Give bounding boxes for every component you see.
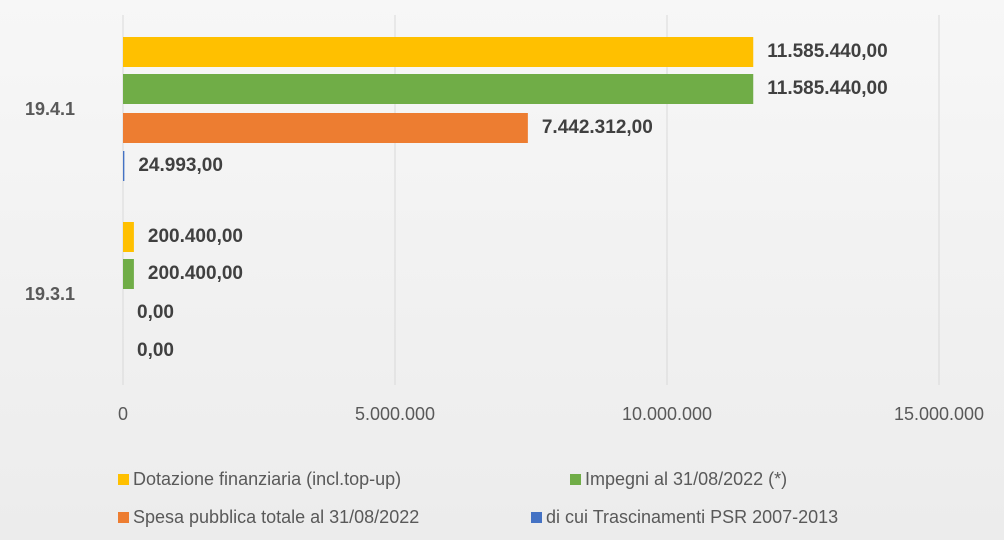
data-label: 11.585.440,00: [767, 78, 887, 99]
legend-swatch: [531, 512, 542, 523]
bar: [123, 151, 125, 181]
x-tick-label: 5.000.000: [355, 404, 435, 424]
x-tick-label: 10.000.000: [622, 404, 712, 424]
data-label: 200.400,00: [148, 263, 243, 284]
legend-label: di cui Trascinamenti PSR 2007-2013: [546, 507, 838, 527]
legend-swatch: [570, 474, 581, 485]
legend-label: Spesa pubblica totale al 31/08/2022: [133, 507, 419, 527]
bar: [123, 37, 754, 67]
category-label: 19.4.1: [25, 99, 75, 119]
data-label: 11.585.440,00: [767, 41, 887, 62]
data-label: 200.400,00: [148, 226, 243, 247]
bar: [123, 113, 528, 143]
legend-swatch: [118, 474, 129, 485]
category-label: 19.3.1: [25, 284, 75, 304]
data-label: 0,00: [137, 302, 174, 323]
data-label: 0,00: [137, 340, 174, 361]
legend-swatch: [118, 512, 129, 523]
legend-label: Impegni al 31/08/2022 (*): [585, 469, 787, 489]
legend-label: Dotazione finanziaria (incl.top-up): [133, 469, 401, 489]
data-label: 7.442.312,00: [542, 117, 653, 138]
bar: [123, 259, 134, 289]
data-label: 24.993,00: [138, 155, 223, 176]
bar: [123, 74, 754, 104]
x-tick-label: 15.000.000: [894, 404, 984, 424]
x-tick-label: 0: [118, 404, 128, 424]
bar: [123, 222, 134, 252]
